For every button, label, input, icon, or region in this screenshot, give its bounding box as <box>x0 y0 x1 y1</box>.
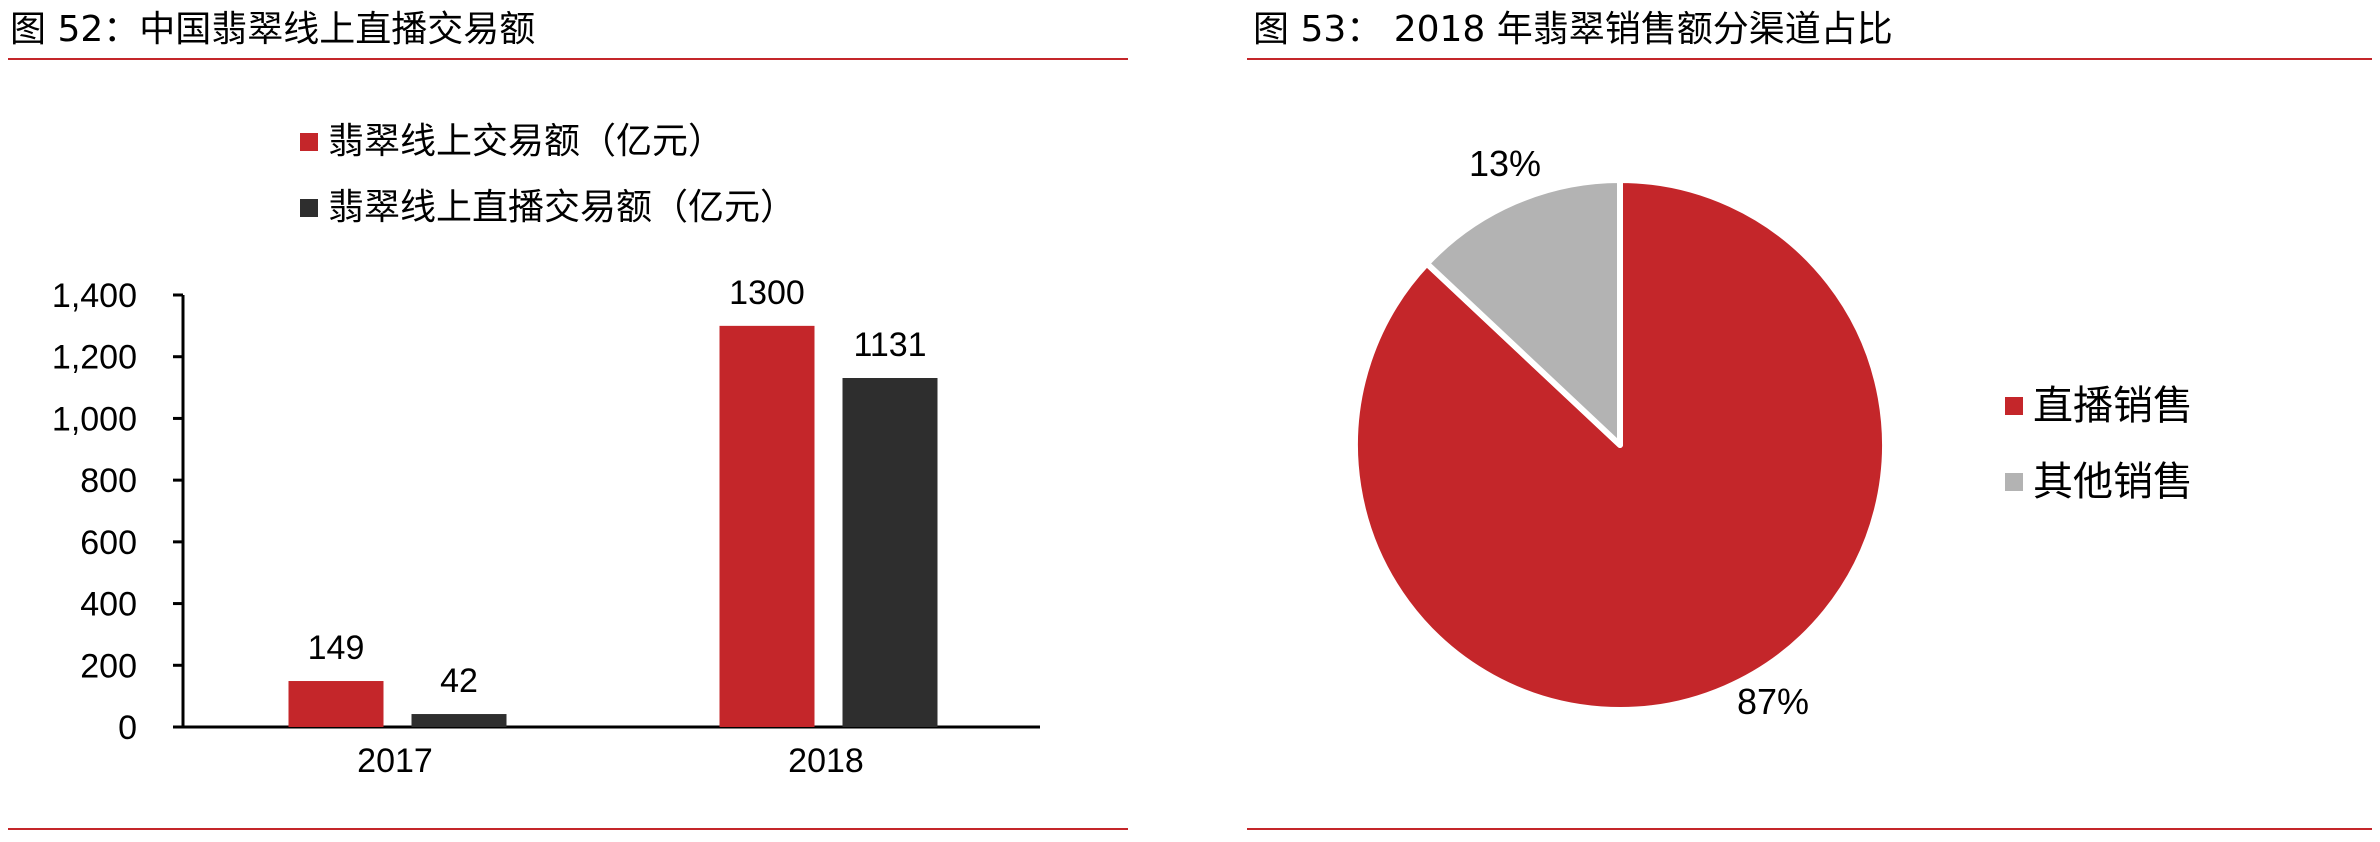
bar-chart-legend: 翡翠线上交易额（亿元） 翡翠线上直播交易额（亿元） <box>300 120 796 252</box>
pie-chart-panel: 图 53： 2018 年翡翠销售额分渠道占比 87% 13% 直播销售 其他销售 <box>1245 0 2380 842</box>
legend-label-online: 翡翠线上交易额（亿元） <box>328 121 725 162</box>
pie-chart-title: 图 53： 2018 年翡翠销售额分渠道占比 <box>1253 9 1893 50</box>
bar-2018-series-1 <box>842 378 938 727</box>
legend-item-live-sales: 直播销售 <box>2005 384 2193 428</box>
bottom-rule <box>1247 828 2372 830</box>
bar-chart: 0 200 400 600 800 1,000 1,200 1,400 2017 149 42 201… <box>52 274 1040 780</box>
pie-chart: 87% 13% <box>1352 143 1888 722</box>
bar-chart-title: 图 52：中国翡翠线上直播交易额 <box>10 9 536 50</box>
legend-swatch-other-sales <box>2005 473 2023 491</box>
y-tick-label: 0 <box>118 709 137 747</box>
pie-slice-0 <box>1352 177 1888 713</box>
bar-2018-series-0 <box>719 325 815 727</box>
pie-slice-1 <box>1423 177 1623 448</box>
y-tick-label: 1,200 <box>52 339 137 377</box>
top-rule <box>1247 58 2372 60</box>
y-tick-label: 1,400 <box>52 277 137 315</box>
legend-item-online: 翡翠线上交易额（亿元） <box>300 120 796 164</box>
legend-swatch-live <box>300 199 318 217</box>
y-tick-label: 1,000 <box>52 400 137 438</box>
legend-label-live: 翡翠线上直播交易额（亿元） <box>328 187 797 228</box>
bar-chart-panel: 图 52：中国翡翠线上直播交易额 翡翠线上交易额（亿元） 翡翠线上直播交易额（亿… <box>0 0 1140 842</box>
legend-item-other-sales: 其他销售 <box>2005 460 2193 504</box>
x-tick-label: 2018 <box>788 742 864 780</box>
bottom-rule <box>8 828 1128 830</box>
pie-chart-legend: 直播销售 其他销售 <box>2005 384 2193 536</box>
y-tick-label: 800 <box>80 462 137 500</box>
y-tick-label: 400 <box>80 586 137 624</box>
data-label: 1131 <box>853 326 926 364</box>
data-label: 42 <box>440 662 478 700</box>
legend-item-live: 翡翠线上直播交易额（亿元） <box>300 186 796 230</box>
legend-swatch-online <box>300 133 318 151</box>
data-label: 1300 <box>729 274 805 312</box>
y-tick-label: 200 <box>80 647 137 685</box>
bar-2017-series-0 <box>288 681 384 727</box>
y-tick-label: 600 <box>80 524 137 562</box>
top-rule <box>8 58 1128 60</box>
pie-slice-label: 87% <box>1737 681 1809 722</box>
legend-swatch-live-sales <box>2005 397 2023 415</box>
legend-label-live-sales: 直播销售 <box>2033 383 2193 429</box>
x-tick-label: 2017 <box>357 742 433 780</box>
legend-label-other-sales: 其他销售 <box>2033 459 2193 505</box>
pie-slice-label: 13% <box>1469 143 1541 184</box>
data-label: 149 <box>308 629 365 667</box>
bar-2017-series-1 <box>411 714 507 727</box>
